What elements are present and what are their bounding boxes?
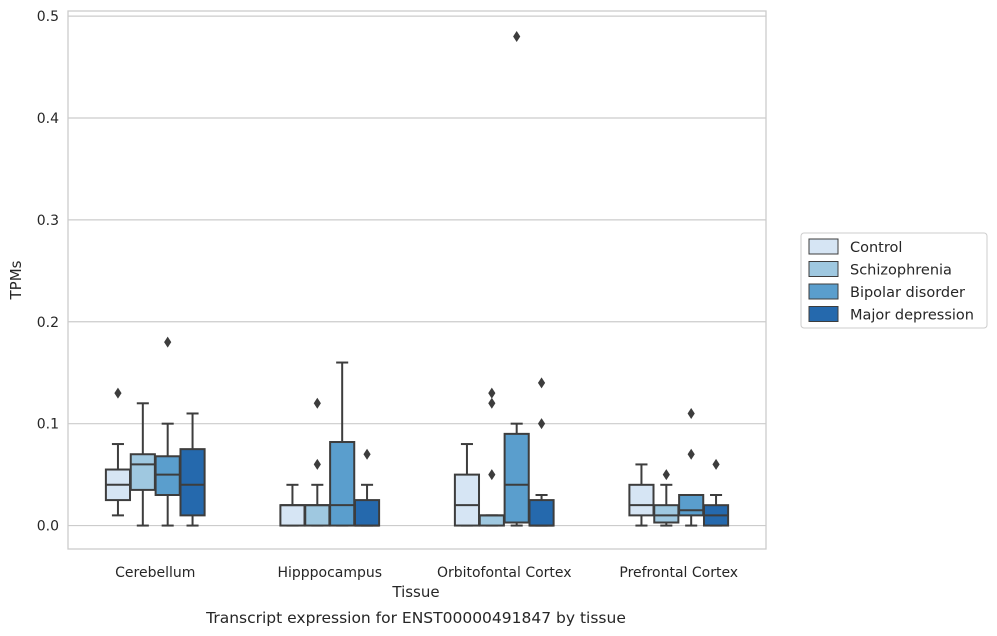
outlier-point bbox=[687, 448, 695, 460]
y-axis-title: TPMs bbox=[7, 260, 25, 300]
box-group bbox=[702, 458, 730, 527]
box-body bbox=[453, 473, 481, 527]
box-body bbox=[528, 499, 555, 527]
outlier-point bbox=[662, 469, 670, 481]
box-group bbox=[329, 361, 356, 527]
box-body bbox=[353, 499, 381, 527]
box-group bbox=[528, 377, 555, 527]
box-group bbox=[104, 387, 132, 517]
box-group bbox=[129, 402, 156, 527]
x-axis-title: Tissue bbox=[391, 583, 439, 601]
box-group bbox=[179, 412, 206, 527]
box-group bbox=[503, 30, 530, 527]
y-tick-label: 0.3 bbox=[37, 213, 59, 229]
outlier-point bbox=[164, 336, 172, 348]
box-group bbox=[653, 469, 680, 527]
outlier-point bbox=[488, 469, 496, 481]
box-group bbox=[353, 448, 381, 527]
outlier-point bbox=[363, 448, 371, 460]
legend-frame bbox=[800, 232, 988, 329]
legend-label: Control bbox=[850, 240, 902, 256]
outlier-point bbox=[712, 458, 720, 470]
box-group bbox=[478, 387, 505, 527]
y-tick-label: 0.4 bbox=[37, 111, 59, 127]
box-body bbox=[503, 432, 530, 524]
plot-frame bbox=[67, 10, 767, 550]
box-body bbox=[678, 493, 705, 517]
legend-label: Schizophrenia bbox=[850, 263, 952, 279]
box-body bbox=[179, 448, 206, 517]
y-tick-label: 0.1 bbox=[37, 417, 59, 433]
outlier-point bbox=[537, 418, 546, 430]
outlier-point bbox=[313, 397, 321, 409]
outlier-point bbox=[513, 30, 521, 42]
box-body bbox=[154, 455, 181, 496]
legend-swatch bbox=[808, 261, 839, 277]
box-group bbox=[279, 483, 306, 527]
outlier-point bbox=[488, 397, 496, 409]
legend-swatch bbox=[808, 306, 839, 322]
y-tick-label: 0.0 bbox=[37, 519, 59, 535]
legend-label: Bipolar disorder bbox=[850, 285, 965, 301]
box-body bbox=[279, 504, 306, 527]
box-group bbox=[304, 397, 331, 527]
box-body bbox=[129, 453, 156, 491]
legend-label: Major depression bbox=[850, 308, 974, 324]
x-tick-label: Hipppocampus bbox=[277, 565, 382, 581]
box-body bbox=[304, 504, 331, 527]
box-body bbox=[628, 483, 655, 517]
box-body bbox=[653, 504, 680, 524]
box-group bbox=[678, 407, 705, 527]
legend: Control Schizophrenia Bipolar disorder Majo… bbox=[800, 232, 988, 329]
x-tick-label: Cerebellum bbox=[115, 565, 195, 581]
outlier-point bbox=[114, 387, 122, 399]
x-tick-labels: Cerebellum Hipppocampus Orbitofontal Corte… bbox=[115, 565, 738, 581]
y-tick-label: 0.5 bbox=[37, 9, 59, 25]
outlier-point bbox=[537, 377, 546, 389]
y-tick-labels: 0.0 0.1 0.2 0.3 0.4 0.5 bbox=[37, 9, 59, 534]
legend-swatch bbox=[808, 283, 839, 300]
box-group bbox=[154, 336, 181, 527]
outlier-point bbox=[313, 458, 321, 470]
legend-swatch bbox=[808, 238, 839, 255]
y-tick-label: 0.2 bbox=[37, 315, 59, 331]
boxes bbox=[104, 30, 730, 527]
outlier-point bbox=[687, 407, 695, 419]
chart-caption: Transcript expression for ENST0000049184… bbox=[205, 609, 626, 627]
x-tick-label: Prefrontal Cortex bbox=[619, 565, 738, 581]
outlier-point bbox=[488, 387, 496, 399]
box-body bbox=[329, 441, 356, 527]
box-body bbox=[478, 514, 505, 527]
box-group bbox=[453, 443, 481, 527]
box-group bbox=[628, 463, 655, 527]
x-tick-label: Orbitofontal Cortex bbox=[437, 565, 572, 581]
grid-lines bbox=[68, 15, 766, 527]
